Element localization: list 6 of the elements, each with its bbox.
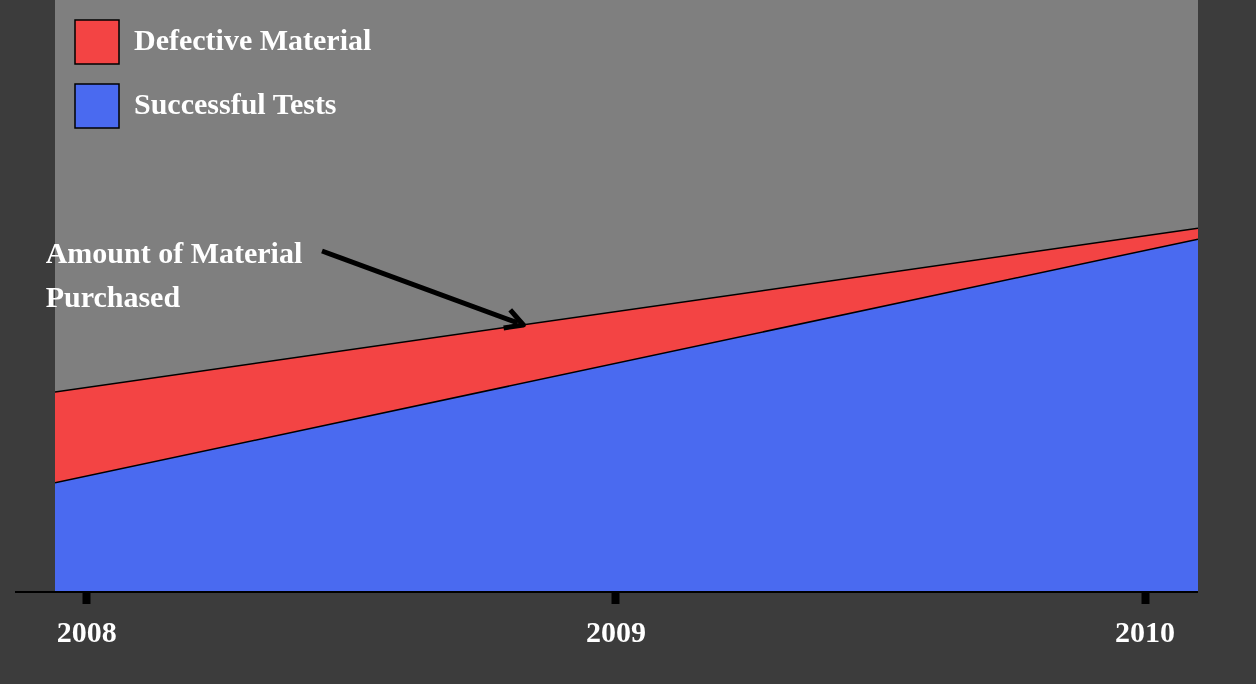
annotation: Amount of Material Purchased: [45, 235, 303, 313]
x-tick-label: 2009: [585, 614, 646, 648]
x-tick-label: 2010: [1115, 614, 1176, 648]
legend-label: Defective Material: [134, 22, 372, 56]
x-tick-label: 2008: [56, 614, 117, 648]
legend-label: Successful Tests: [134, 86, 337, 120]
